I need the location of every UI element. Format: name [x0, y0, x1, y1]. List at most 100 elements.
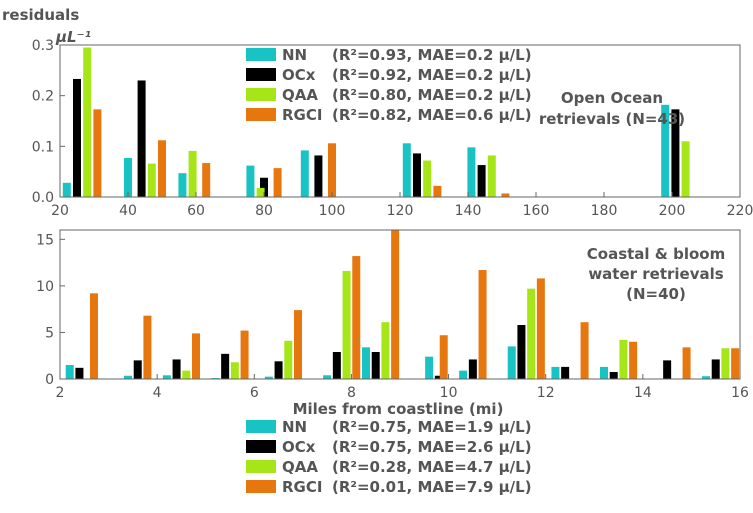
coastal-legend-stat-nn: (R²=0.75, MAE=1.9 μ/L) [332, 418, 532, 436]
open-ocean-legend-stat-nn: (R²=0.93, MAE=0.2 μ/L) [332, 46, 532, 64]
open-ocean-y-tick-label-0: 0.0 [32, 190, 54, 206]
coastal-x-tick-label-3: 8 [347, 385, 356, 401]
coastal-legend-swatch-nn [246, 420, 276, 433]
open-ocean-bar-rgci-6 [501, 193, 510, 197]
open-ocean-legend-stat-rgci: (R²=0.82, MAE=0.6 μ/L) [332, 106, 532, 124]
coastal-bar-rgci-6 [391, 230, 400, 379]
open-ocean-x-tick-label-4: 100 [319, 203, 346, 219]
open-ocean-annotation-line1: Open Ocean [561, 89, 663, 107]
open-ocean-bar-rgci-3 [273, 168, 282, 197]
coastal-x-tick-label-1: 4 [153, 385, 162, 401]
open-ocean-legend-name-nn: NN [282, 46, 307, 64]
coastal-legend-stat-ocx: (R²=0.75, MAE=2.6 μ/L) [332, 438, 532, 456]
coastal-bar-ocx-8 [468, 359, 477, 379]
coastal-bar-qaa-5 [527, 288, 536, 379]
coastal-legend-swatch-ocx [246, 440, 276, 453]
coastal-bar-nn-4 [264, 376, 273, 379]
coastal-bar-rgci-12 [682, 347, 691, 379]
coastal-legend-swatch-rgci [246, 480, 276, 493]
open-ocean-bar-qaa-5 [487, 155, 496, 197]
coastal-annotation-line3: (N=40) [626, 285, 686, 303]
open-ocean-legend-name-qaa: QAA [282, 86, 318, 104]
coastal-bar-rgci-10 [580, 322, 589, 379]
open-ocean-bar-nn-3 [246, 165, 255, 197]
open-ocean-legend-swatch-rgci [246, 108, 276, 121]
coastal-bar-nn-2 [162, 375, 171, 379]
coastal-bar-ocx-1 [133, 360, 142, 379]
y-axis-label: residuals [2, 6, 79, 24]
open-ocean-bar-rgci-5 [433, 185, 442, 197]
y-axis-unit: μL⁻¹ [55, 28, 91, 46]
coastal-legend-stat-qaa: (R²=0.28, MAE=4.7 μ/L) [332, 458, 532, 476]
coastal-bar-nn-13 [702, 376, 710, 379]
open-ocean-panel: 20 40 60 80 100 120 140 160 180 200 220 0.0 0.1 0.2 0.… [32, 38, 753, 219]
coastal-bar-rgci-0 [90, 293, 98, 379]
open-ocean-bars [62, 47, 690, 198]
coastal-bar-rgci-3 [240, 330, 249, 379]
coastal-bar-qaa-6 [619, 339, 628, 379]
open-ocean-x-tick-label-3: 80 [255, 203, 273, 219]
open-ocean-bar-ocx-2 [260, 177, 268, 197]
coastal-x-tick-label-0: 2 [56, 385, 65, 401]
open-ocean-bar-ocx-6 [671, 109, 680, 197]
coastal-annotation-line1: Coastal & bloom [587, 245, 725, 263]
coastal-bar-rgci-11 [629, 341, 638, 379]
coastal-bar-nn-10 [551, 366, 560, 379]
coastal-bar-rgci-13 [731, 348, 740, 379]
coastal-bar-rgci-1 [143, 315, 152, 379]
coastal-bar-ocx-10 [561, 366, 570, 379]
open-ocean-y-tick-label-1: 0.1 [32, 139, 54, 155]
coastal-y-tick-label-3: 15 [36, 232, 54, 248]
coastal-bar-nn-1 [124, 375, 132, 379]
open-ocean-x-tick-label-2: 60 [187, 203, 205, 219]
coastal-bar-ocx-3 [221, 353, 230, 379]
coastal-legend: NN (R²=0.75, MAE=1.9 μ/L) OCx (R²=0.75, MAE… [246, 418, 532, 496]
coastal-x-tick-label-4: 10 [440, 385, 458, 401]
open-ocean-bar-qaa-0 [83, 47, 92, 198]
coastal-bar-ocx-4 [274, 361, 283, 379]
open-ocean-bar-ocx-0 [73, 78, 81, 197]
open-ocean-bar-ocx-5 [477, 165, 486, 197]
coastal-legend-name-nn: NN [282, 418, 307, 436]
open-ocean-bar-ocx-4 [413, 153, 421, 197]
open-ocean-x-tick-label-0: 20 [51, 203, 69, 219]
open-ocean-legend-name-rgci: RGCI [282, 106, 322, 124]
coastal-bar-nn-5 [323, 375, 332, 379]
open-ocean-bar-qaa-4 [423, 160, 432, 197]
open-ocean-y-tick-label-2: 0.2 [32, 89, 54, 105]
open-ocean-legend-swatch-qaa [246, 88, 276, 101]
open-ocean-legend-stat-ocx: (R²=0.92, MAE=0.2 μ/L) [332, 66, 532, 84]
open-ocean-bar-rgci-2 [202, 163, 211, 197]
coastal-bar-ocx-2 [172, 359, 181, 379]
coastal-bar-qaa-3 [342, 270, 351, 379]
open-ocean-x-tick-label-10: 220 [727, 203, 753, 219]
open-ocean-y-tick-label-3: 0.3 [32, 38, 54, 54]
coastal-legend-swatch-qaa [246, 460, 276, 473]
open-ocean-bar-rgci-1 [158, 140, 166, 197]
open-ocean-bar-nn-6 [467, 147, 476, 197]
coastal-bar-ocx-7 [434, 375, 443, 379]
open-ocean-annotation-line2: retrievals (N=43) [539, 110, 685, 128]
open-ocean-bar-ocx-1 [137, 80, 146, 197]
coastal-y-tick-label-0: 0 [45, 372, 54, 388]
coastal-bar-qaa-2 [284, 340, 293, 379]
coastal-bar-qaa-4 [381, 322, 390, 379]
open-ocean-legend-name-ocx: OCx [282, 66, 316, 84]
open-ocean-ticks: 20 40 60 80 100 120 140 160 180 200 220 0.0 0.1 0.2 0.… [32, 38, 753, 219]
coastal-bar-nn-6 [362, 347, 370, 379]
coastal-y-tick-label-2: 10 [36, 279, 54, 295]
open-ocean-x-tick-label-5: 120 [387, 203, 414, 219]
open-ocean-bar-nn-0 [62, 182, 71, 197]
open-ocean-bar-nn-7 [661, 104, 670, 197]
open-ocean-legend: NN (R²=0.93, MAE=0.2 μ/L) OCx (R²=0.92, MAE… [246, 46, 532, 124]
coastal-legend-name-qaa: QAA [282, 458, 318, 476]
coastal-legend-name-ocx: OCx [282, 438, 316, 456]
open-ocean-bar-rgci-4 [328, 143, 336, 197]
coastal-bar-nn-11 [600, 366, 608, 379]
coastal-bar-qaa-1 [230, 362, 239, 379]
open-ocean-legend-swatch-ocx [246, 68, 276, 81]
coastal-bar-ocx-5 [332, 351, 341, 379]
coastal-bars [65, 230, 740, 380]
coastal-bar-nn-0 [65, 365, 74, 379]
